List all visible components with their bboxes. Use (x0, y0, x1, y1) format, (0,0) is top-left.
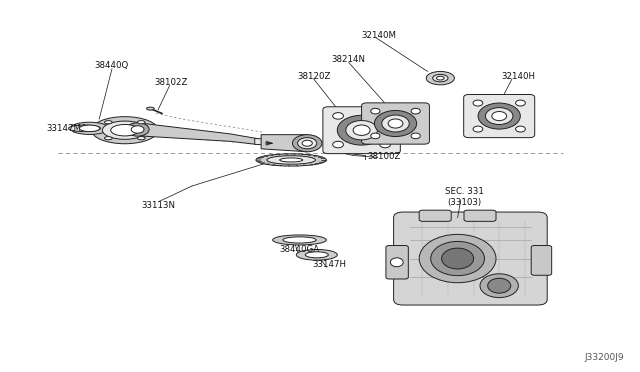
Ellipse shape (102, 121, 147, 140)
FancyBboxPatch shape (362, 103, 429, 144)
Ellipse shape (70, 122, 109, 135)
Ellipse shape (473, 126, 483, 132)
FancyBboxPatch shape (419, 210, 451, 221)
Ellipse shape (256, 154, 326, 166)
Ellipse shape (68, 125, 100, 132)
Ellipse shape (371, 133, 380, 139)
Ellipse shape (516, 126, 525, 132)
Ellipse shape (436, 76, 444, 80)
Ellipse shape (131, 126, 144, 133)
Ellipse shape (371, 108, 380, 114)
Ellipse shape (380, 113, 390, 119)
Ellipse shape (516, 100, 525, 106)
Text: 32140H: 32140H (501, 72, 536, 81)
Ellipse shape (273, 235, 326, 245)
Text: 32140M: 32140M (362, 31, 396, 40)
Ellipse shape (426, 71, 454, 85)
FancyBboxPatch shape (323, 107, 401, 154)
Ellipse shape (353, 125, 370, 135)
Ellipse shape (473, 100, 483, 106)
Ellipse shape (380, 141, 390, 148)
FancyBboxPatch shape (464, 210, 496, 221)
Ellipse shape (104, 137, 112, 140)
Ellipse shape (478, 103, 520, 129)
Ellipse shape (333, 141, 344, 148)
Text: 38120Z: 38120Z (297, 72, 330, 81)
Text: 38214N: 38214N (332, 55, 366, 64)
Ellipse shape (111, 125, 139, 136)
Ellipse shape (492, 112, 507, 121)
Ellipse shape (92, 117, 158, 144)
Ellipse shape (292, 135, 322, 152)
Ellipse shape (411, 108, 420, 114)
Ellipse shape (480, 274, 518, 298)
Polygon shape (261, 135, 307, 152)
Ellipse shape (374, 110, 417, 137)
Ellipse shape (431, 241, 484, 276)
Ellipse shape (138, 137, 145, 140)
Ellipse shape (298, 138, 317, 149)
Ellipse shape (433, 74, 448, 82)
Ellipse shape (411, 133, 420, 139)
Ellipse shape (296, 250, 337, 260)
Text: J33200J9: J33200J9 (584, 353, 624, 362)
Ellipse shape (388, 119, 403, 128)
Polygon shape (255, 138, 289, 146)
Ellipse shape (138, 121, 145, 124)
Ellipse shape (337, 115, 386, 145)
Text: 38440GA: 38440GA (280, 245, 319, 254)
Ellipse shape (486, 108, 513, 125)
Ellipse shape (126, 123, 149, 136)
Ellipse shape (280, 158, 303, 162)
Ellipse shape (419, 234, 496, 283)
Text: SEC. 331
(33103): SEC. 331 (33103) (445, 187, 483, 207)
Ellipse shape (79, 125, 100, 132)
Ellipse shape (104, 121, 112, 124)
Polygon shape (138, 123, 256, 144)
Ellipse shape (346, 121, 378, 140)
Text: 33147MA: 33147MA (47, 124, 88, 133)
Ellipse shape (488, 278, 511, 293)
Ellipse shape (333, 113, 344, 119)
Ellipse shape (390, 258, 403, 267)
FancyBboxPatch shape (463, 94, 535, 138)
FancyBboxPatch shape (386, 246, 408, 279)
Ellipse shape (147, 107, 154, 110)
Ellipse shape (382, 115, 409, 132)
Ellipse shape (305, 252, 328, 258)
Ellipse shape (302, 140, 312, 146)
Text: 38100Z: 38100Z (367, 152, 401, 161)
Text: 33147H: 33147H (312, 260, 346, 269)
FancyBboxPatch shape (531, 246, 552, 275)
Ellipse shape (267, 156, 316, 164)
Text: 38102Z: 38102Z (155, 78, 188, 87)
Ellipse shape (283, 237, 316, 243)
FancyBboxPatch shape (394, 212, 547, 305)
Ellipse shape (442, 248, 474, 269)
Text: 38440Q: 38440Q (95, 61, 129, 70)
Text: 33113N: 33113N (141, 201, 176, 210)
